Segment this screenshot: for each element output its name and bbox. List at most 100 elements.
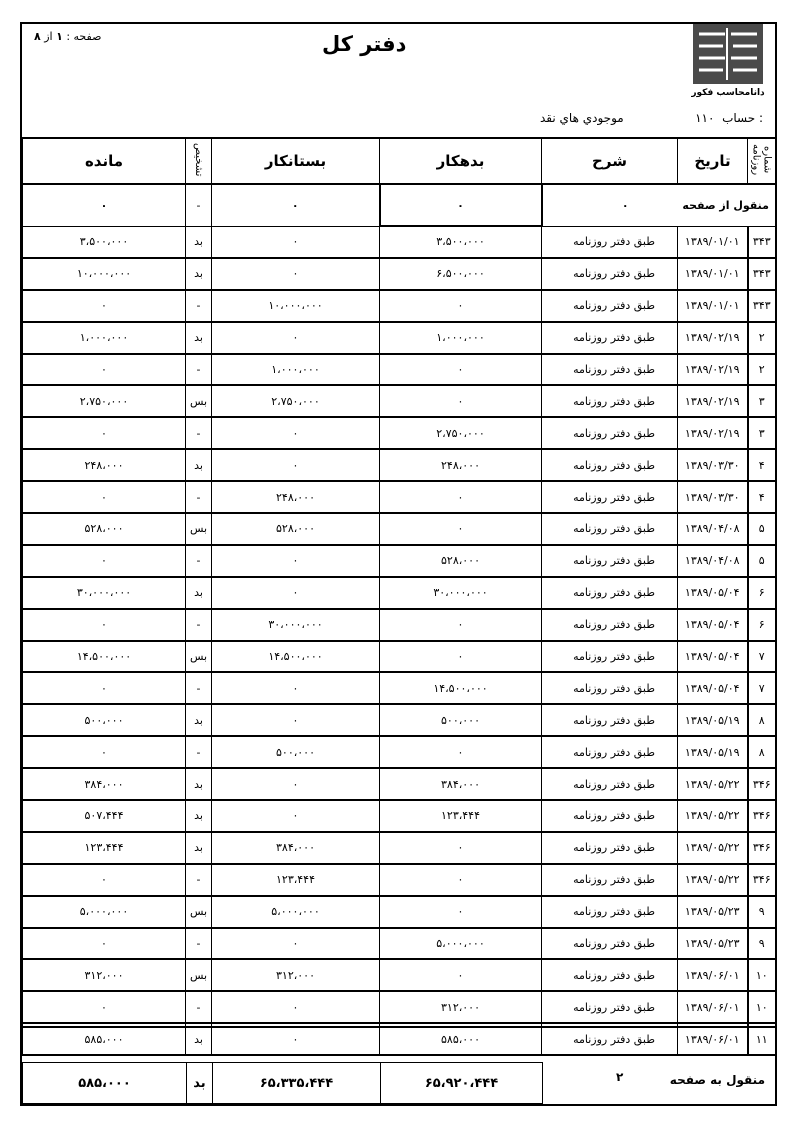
entry-credit: ۰ — [211, 544, 380, 578]
entry-credit: ۱،۰۰۰،۰۰۰ — [211, 353, 380, 387]
carried-from-credit: ۰ — [211, 183, 380, 227]
table-row: ۳۴۳ ۱۳۸۹/۰۱/۰۱ طبق دفتر روزنامه ۳،۵۰۰،۰۰۰ ۰ ب… — [22, 225, 776, 259]
totals-table: ۶۵،۹۲۰،۴۴۴ ۶۵،۳۳۵،۴۴۴ بد ۵۸۵،۰۰۰ — [22, 1062, 543, 1104]
entry-balance: ۰ — [22, 416, 186, 451]
entry-description: طبق دفتر روزنامه — [541, 289, 678, 323]
entry-description: طبق دفتر روزنامه — [541, 544, 678, 578]
entry-description: طبق دفتر روزنامه — [541, 895, 678, 929]
entry-date: ۱۳۸۹/۰۲/۱۹ — [677, 321, 748, 355]
carried-to-label: منقول به صفحه — [669, 1073, 765, 1087]
entry-description: طبق دفتر روزنامه — [541, 353, 678, 387]
entry-date: ۱۳۸۹/۰۳/۳۰ — [677, 448, 748, 483]
entry-credit: ۰ — [211, 448, 380, 483]
entry-number: ۳۴۶ — [746, 799, 776, 833]
entry-description: طبق دفتر روزنامه — [541, 448, 678, 483]
entry-description: طبق دفتر روزنامه — [541, 990, 678, 1025]
entry-debit: ۲۴۸،۰۰۰ — [379, 448, 542, 483]
entry-date: ۱۳۸۹/۰۱/۰۱ — [677, 225, 748, 259]
table-row: ۶ ۱۳۸۹/۰۵/۰۴ طبق دفتر روزنامه ۰ ۳۰،۰۰۰،۰۰۰-۰ — [22, 608, 776, 642]
col-number: شماره روزنامه — [747, 137, 776, 185]
entry-debit: ۰ — [379, 958, 542, 993]
entry-balance: ۰ — [22, 927, 186, 961]
ledger-page: صفحه : ۱ از ۸ دفتر کل دانامحاسب فکور : ح… — [20, 22, 777, 1106]
entry-number: ۳۴۶ — [746, 863, 776, 897]
entry-type: بد — [185, 1022, 212, 1057]
table-row: ۳۴۳ ۱۳۸۹/۰۱/۰۱ طبق دفتر روزنامه ۶،۵۰۰،۰۰۰ ۰ ب… — [22, 257, 776, 291]
entry-type: بد — [185, 257, 212, 291]
entry-date: ۱۳۸۹/۰۳/۳۰ — [677, 480, 748, 515]
entry-description: طبق دفتر روزنامه — [541, 480, 678, 515]
entry-number: ۹ — [746, 927, 776, 961]
total-balance: ۵۸۵،۰۰۰ — [22, 1062, 187, 1104]
entry-date: ۱۳۸۹/۰۵/۲۳ — [677, 895, 748, 929]
entry-debit: ۰ — [379, 384, 542, 419]
col-balance: مانده — [22, 137, 186, 185]
carried-from-row: منقول از صفحه ۰ ۰ ۰ - ۰ — [22, 183, 776, 227]
entry-date: ۱۳۸۹/۰۵/۰۴ — [677, 576, 748, 610]
table-row: ۳۴۶ ۱۳۸۹/۰۵/۲۲ طبق دفتر روزنامه ۰ ۳۸۴،۰۰۰ بد ۱… — [22, 831, 776, 865]
entry-type: - — [185, 608, 212, 642]
entry-date: ۱۳۸۹/۰۵/۱۹ — [677, 735, 748, 770]
entry-credit: ۰ — [211, 1022, 380, 1057]
entry-date: ۱۳۸۹/۰۱/۰۱ — [677, 289, 748, 323]
entry-description: طبق دفتر روزنامه — [541, 671, 678, 706]
entry-number: ۱۰ — [746, 958, 776, 993]
entry-balance: ۱۲۳،۴۴۴ — [22, 831, 186, 865]
table-row: ۸ ۱۳۸۹/۰۵/۱۹ طبق دفتر روزنامه ۵۰۰،۰۰۰ ۰ بد ۵۰۰… — [22, 703, 776, 738]
entry-number: ۸ — [746, 735, 776, 770]
page-total: ۸ — [34, 30, 41, 43]
entry-number: ۳۴۳ — [746, 289, 776, 323]
entry-date: ۱۳۸۹/۰۵/۲۲ — [677, 767, 748, 802]
table-row: ۷ ۱۳۸۹/۰۵/۰۴ طبق دفتر روزنامه ۰ ۱۴،۵۰۰،۰۰۰ بس… — [22, 640, 776, 674]
table-row: ۳ ۱۳۸۹/۰۲/۱۹ طبق دفتر روزنامه ۰ ۲،۷۵۰،۰۰۰ بس ۲… — [22, 384, 776, 419]
col-debit: بدهکار — [379, 137, 542, 185]
page-title: دفتر کل — [322, 32, 407, 56]
entry-balance: ۵۰۷،۴۴۴ — [22, 799, 186, 833]
account-field: : حساب ۱۱۰ — [695, 111, 763, 125]
company-logo: دانامحاسب فکور — [685, 24, 771, 106]
entry-type: بد — [185, 576, 212, 610]
entry-balance: ۵۰۰،۰۰۰ — [22, 703, 186, 738]
entry-balance: ۰ — [22, 353, 186, 387]
entry-date: ۱۳۸۹/۰۱/۰۱ — [677, 257, 748, 291]
carried-to-section: منقول به صفحه ۲ ۶۵،۹۲۰،۴۴۴ ۶۵،۳۳۵،۴۴۴ بد… — [22, 1026, 775, 1106]
total-type: بد — [186, 1062, 213, 1104]
entry-description: طبق دفتر روزنامه — [541, 512, 678, 546]
entry-debit: ۰ — [379, 863, 542, 897]
entry-number: ۴ — [746, 448, 776, 483]
report-header: صفحه : ۱ از ۸ دفتر کل دانامحاسب فکور : ح… — [22, 24, 775, 137]
entry-balance: ۰ — [22, 990, 186, 1025]
table-row: ۱۱ ۱۳۸۹/۰۶/۰۱ طبق دفتر روزنامه ۵۸۵،۰۰۰ ۰ بد ۵۸… — [22, 1022, 776, 1057]
entry-type: - — [185, 990, 212, 1025]
logo-books-icon — [693, 24, 763, 84]
carried-from-page: ۰ — [621, 198, 629, 212]
entry-debit: ۳۰،۰۰۰،۰۰۰ — [379, 576, 542, 610]
entry-balance: ۵۲۸،۰۰۰ — [22, 512, 186, 546]
entry-balance: ۰ — [22, 480, 186, 515]
entry-date: ۱۳۸۹/۰۵/۰۴ — [677, 671, 748, 706]
entry-type: بس — [185, 640, 212, 674]
entry-number: ۳۴۳ — [746, 225, 776, 259]
entry-debit: ۵۸۵،۰۰۰ — [379, 1022, 542, 1057]
entry-type: بد — [185, 448, 212, 483]
entry-debit: ۰ — [379, 512, 542, 546]
entry-number: ۳۴۳ — [746, 257, 776, 291]
entry-number: ۳ — [746, 416, 776, 451]
entry-credit: ۰ — [211, 767, 380, 802]
entry-date: ۱۳۸۹/۰۲/۱۹ — [677, 416, 748, 451]
entry-credit: ۲۴۸،۰۰۰ — [211, 480, 380, 515]
table-row: ۹ ۱۳۸۹/۰۵/۲۳ طبق دفتر روزنامه ۰ ۵،۰۰۰،۰۰۰ بس ۵… — [22, 895, 776, 929]
entry-type: بد — [185, 767, 212, 802]
table-row: ۵ ۱۳۸۹/۰۴/۰۸ طبق دفتر روزنامه ۰ ۵۲۸،۰۰۰ بس ۵۲۸… — [22, 512, 776, 546]
entry-credit: ۰ — [211, 927, 380, 961]
entry-balance: ۱۴،۵۰۰،۰۰۰ — [22, 640, 186, 674]
entry-type: بس — [185, 512, 212, 546]
entry-debit: ۰ — [379, 480, 542, 515]
entry-type: بد — [185, 831, 212, 865]
entry-type: - — [185, 544, 212, 578]
entry-number: ۵ — [746, 544, 776, 578]
entry-credit: ۵۲۸،۰۰۰ — [211, 512, 380, 546]
entry-number: ۱۱ — [746, 1022, 776, 1057]
entry-type: بد — [185, 321, 212, 355]
entry-number: ۶ — [746, 608, 776, 642]
